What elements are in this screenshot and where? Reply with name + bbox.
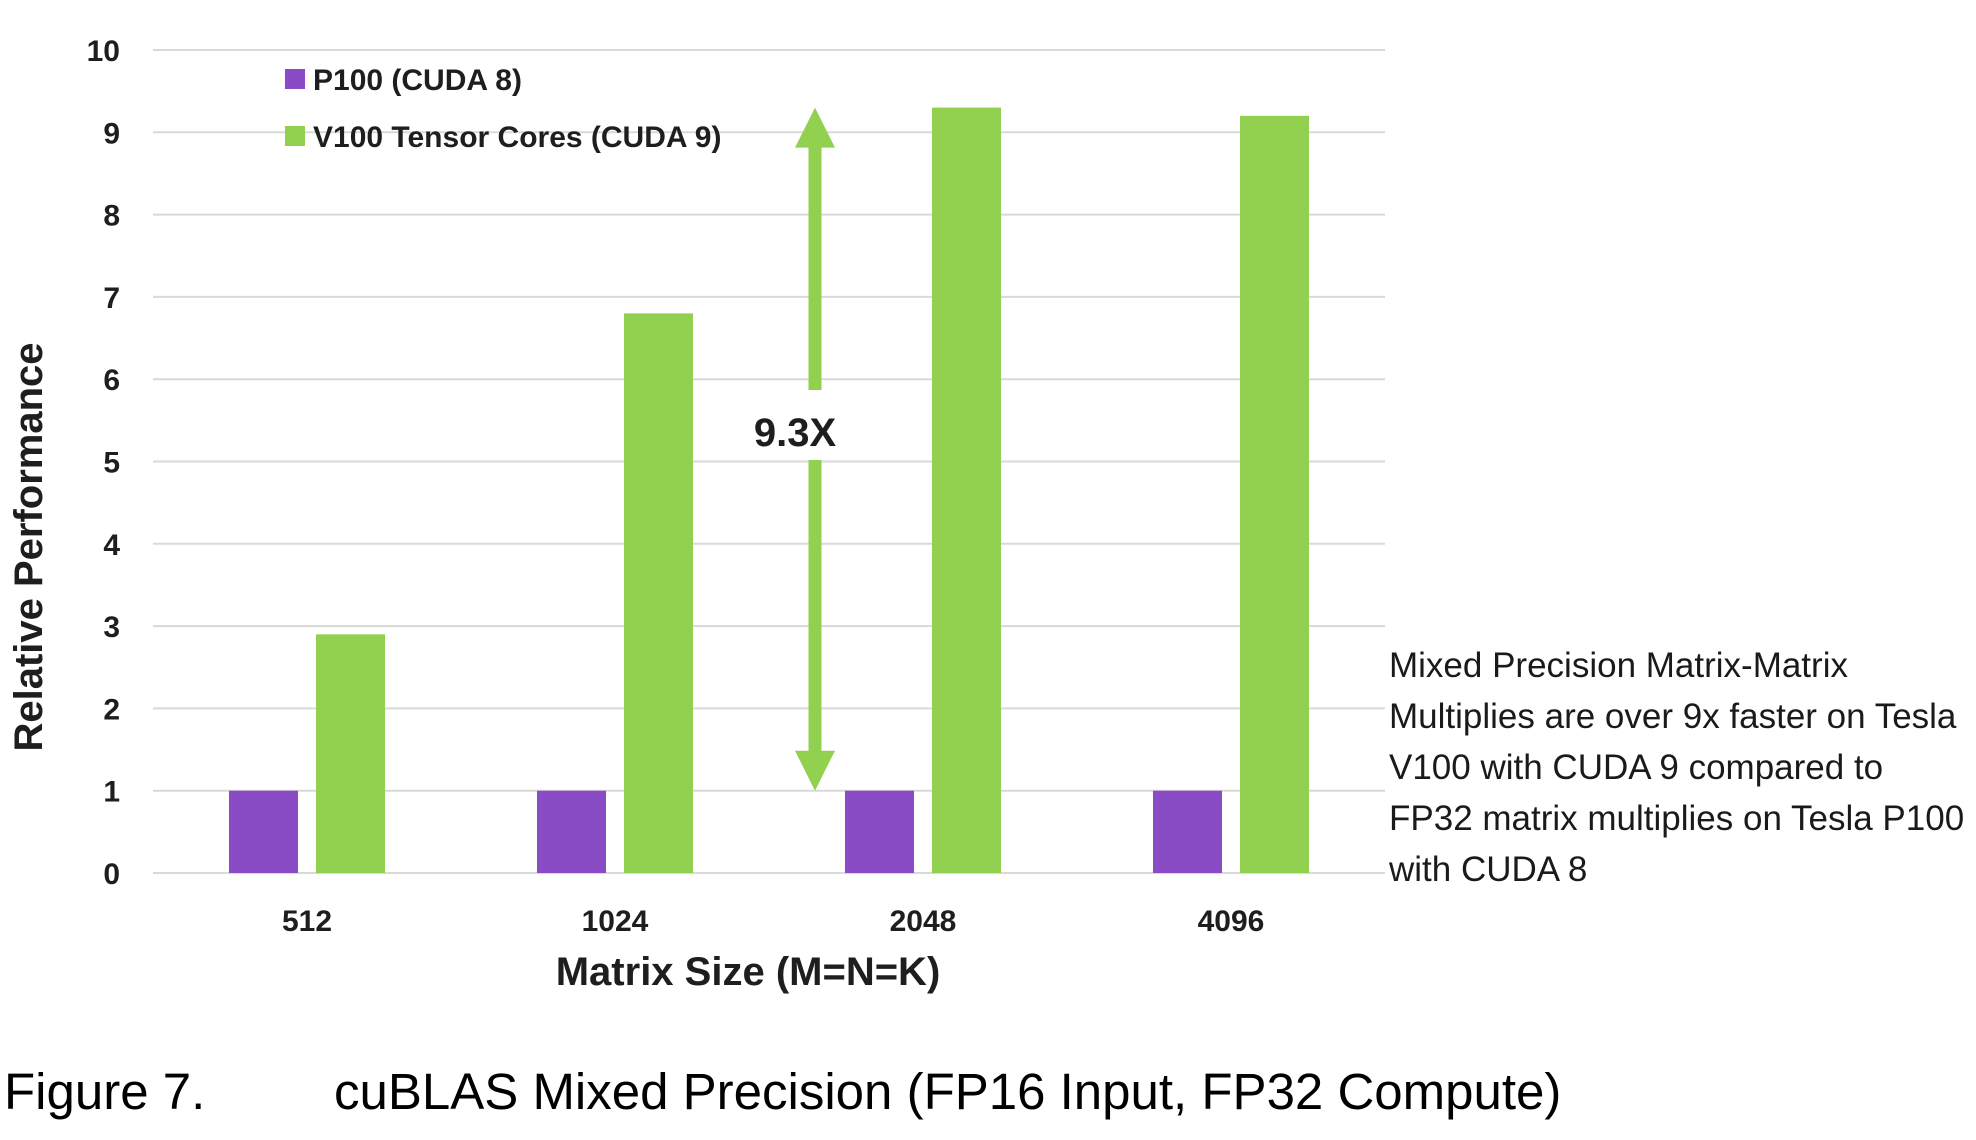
bar-p100-2048 — [845, 790, 914, 873]
bar-p100-512 — [229, 790, 298, 873]
legend: P100 (CUDA 8) V100 Tensor Cores (CUDA 9) — [285, 64, 721, 154]
bar-p100-4096 — [1153, 790, 1222, 873]
bar-p100-1024 — [537, 790, 606, 873]
y-tick-label: 7 — [103, 282, 120, 315]
legend-swatch — [285, 69, 305, 89]
x-axis-ticks: 512 1024 2048 4096 — [282, 905, 1264, 938]
bar-v100-1024 — [624, 313, 693, 873]
x-tick-label: 2048 — [890, 905, 957, 938]
y-axis-title: Relative Performance — [7, 342, 51, 751]
legend-label: V100 Tensor Cores (CUDA 9) — [313, 121, 721, 154]
bar-v100-4096 — [1240, 115, 1309, 874]
annotation-arrow: 9.3X — [754, 107, 837, 791]
y-tick-label: 0 — [103, 858, 120, 891]
legend-swatch — [285, 126, 305, 146]
y-tick-label: 1 — [103, 776, 120, 809]
annotation-label: 9.3X — [754, 411, 837, 455]
bars — [229, 107, 1309, 874]
x-tick-label: 4096 — [1198, 905, 1265, 938]
y-tick-label: 6 — [103, 364, 120, 397]
y-tick-label: 8 — [103, 200, 120, 233]
y-tick-label: 2 — [103, 693, 120, 726]
bar-v100-512 — [316, 634, 385, 873]
y-axis-ticks: 0 1 2 3 4 5 6 7 8 9 10 — [87, 35, 121, 891]
y-tick-label: 3 — [103, 611, 120, 644]
x-axis-title: Matrix Size (M=N=K) — [556, 950, 941, 994]
figure-title: cuBLAS Mixed Precision (FP16 Input, FP32… — [334, 1063, 1562, 1120]
figure-number: Figure 7. — [4, 1063, 206, 1120]
y-tick-label: 10 — [87, 35, 120, 68]
bar-v100-2048 — [932, 107, 1001, 874]
arrow-head-down-icon — [795, 750, 835, 791]
y-tick-label: 9 — [103, 117, 120, 150]
side-note: Mixed Precision Matrix-Matrix Multiplies… — [1389, 646, 1965, 889]
arrow-head-up-icon — [795, 107, 835, 148]
y-tick-label: 4 — [103, 529, 120, 562]
x-tick-label: 1024 — [582, 905, 649, 938]
bar-chart: 0 1 2 3 4 5 6 7 8 9 10 512 1024 2048 4096 9.3X P100 (… — [7, 35, 1385, 994]
figure-caption: Figure 7. cuBLAS Mixed Precision (FP16 In… — [4, 1062, 1561, 1121]
x-tick-label: 512 — [282, 905, 332, 938]
legend-label: P100 (CUDA 8) — [313, 64, 522, 97]
y-tick-label: 5 — [103, 447, 120, 480]
